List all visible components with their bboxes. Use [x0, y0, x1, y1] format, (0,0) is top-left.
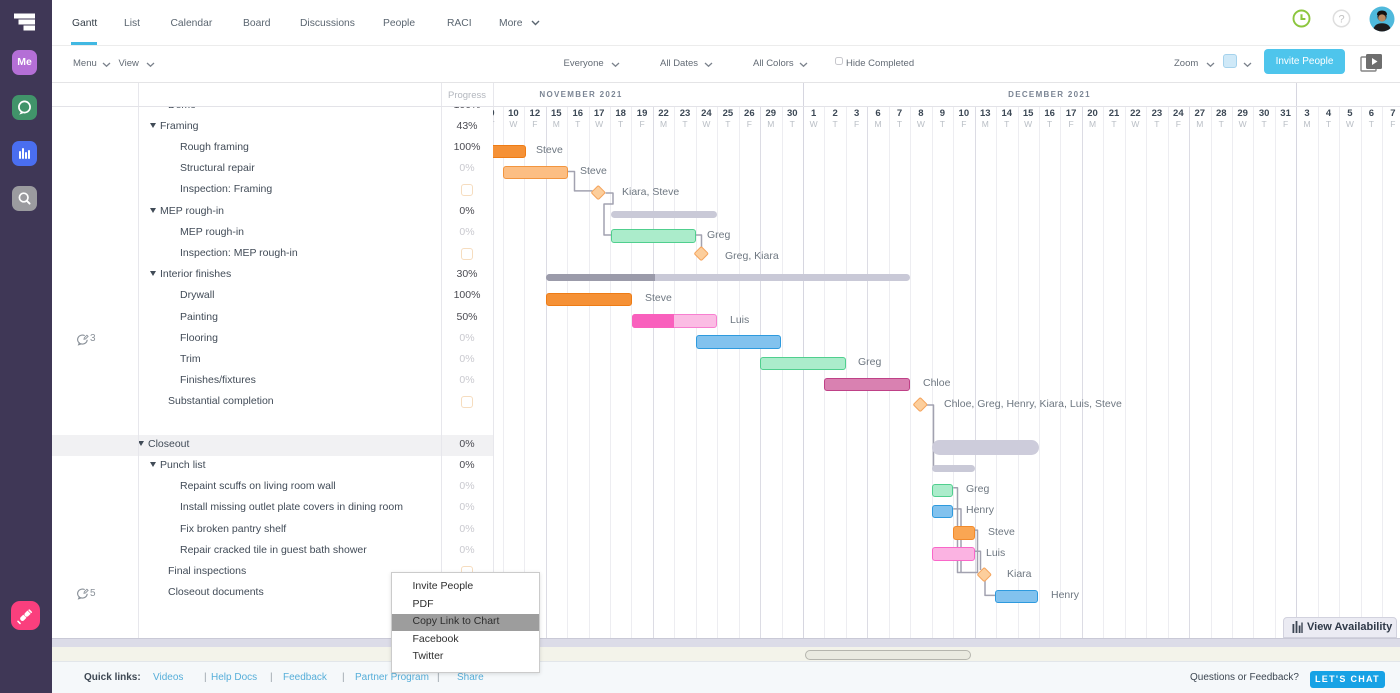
svg-text:?: ?	[1338, 13, 1344, 25]
